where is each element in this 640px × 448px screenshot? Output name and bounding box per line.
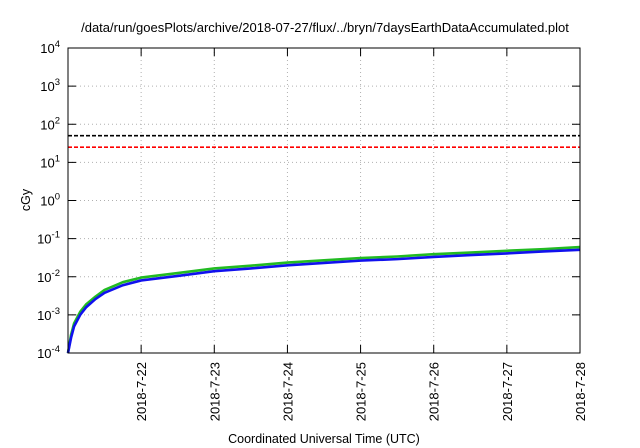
y-tick-label: 102 <box>40 115 60 132</box>
y-tick-label: 10-2 <box>37 268 60 285</box>
x-tick-labels: 2018-7-22 2018-7-23 2018-7-24 2018-7-25 2018… <box>134 48 588 421</box>
y-tick-label: 10-1 <box>37 230 60 247</box>
series-line <box>66 245 581 354</box>
series-line <box>66 248 581 354</box>
series-lines <box>66 245 581 354</box>
y-axis-label: cGy <box>19 188 33 211</box>
x-axis-label: Coordinated Universal Time (UTC) <box>228 432 420 446</box>
x-tick-label: 2018-7-24 <box>280 362 295 421</box>
y-tick-label: 10-4 <box>37 344 60 361</box>
y-tick-label: 103 <box>40 77 60 94</box>
y-tick-label: 100 <box>40 192 60 209</box>
chart-title: /data/run/goesPlots/archive/2018-07-27/f… <box>81 20 569 35</box>
x-tick-label: 2018-7-22 <box>134 362 149 421</box>
y-tick-label: 104 <box>40 39 60 56</box>
x-tick-label: 2018-7-27 <box>500 362 515 421</box>
grid <box>68 48 580 353</box>
y-tick-labels: 10-4 10-3 10-2 10-1 100 101 102 103 104 <box>37 39 580 361</box>
x-tick-label: 2018-7-28 <box>573 362 588 421</box>
x-tick-label: 2018-7-26 <box>427 362 442 421</box>
x-tick-label: 2018-7-25 <box>354 362 369 421</box>
y-tick-label: 101 <box>40 153 60 170</box>
reference-lines <box>68 134 580 149</box>
y-tick-label: 10-3 <box>37 306 60 323</box>
x-tick-label: 2018-7-23 <box>207 362 222 421</box>
